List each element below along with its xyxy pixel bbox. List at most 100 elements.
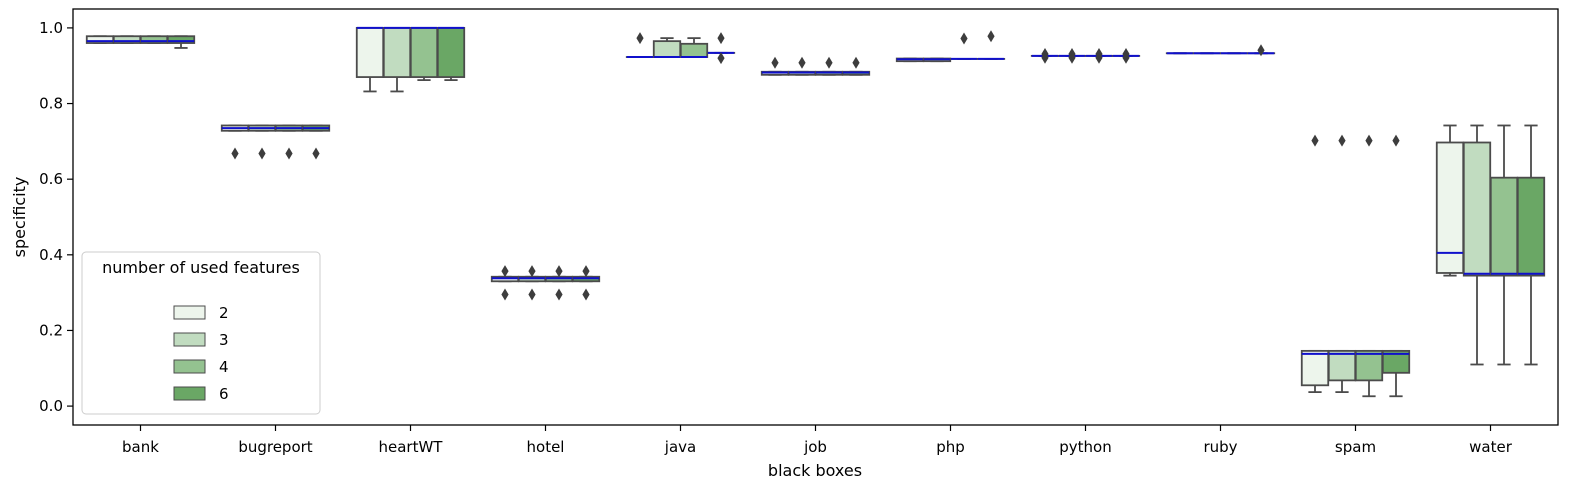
y-tick-label: 0.0 (39, 397, 63, 415)
box-python-3 (1057, 48, 1087, 64)
flier-point (555, 288, 563, 301)
flier-point (717, 32, 725, 45)
flier-point (501, 265, 509, 278)
flier-point (582, 288, 590, 301)
legend-label: 3 (219, 331, 229, 349)
x-tick-label: water (1469, 438, 1513, 456)
x-tick-label: php (936, 438, 965, 456)
flier-point (1095, 48, 1103, 61)
box-heartWT-3 (382, 26, 412, 93)
series-6 (166, 26, 1546, 398)
box-iqr (1354, 349, 1384, 382)
y-tick-label: 0.4 (39, 246, 63, 264)
legend-entries: 2 3 4 6 (173, 304, 229, 403)
box-php-4 (949, 32, 979, 60)
flier-point (987, 30, 995, 43)
flier-point (771, 56, 779, 69)
box-heartWT-6 (436, 26, 466, 81)
flier-point (312, 147, 320, 160)
box-iqr (1489, 176, 1519, 277)
series-3 (112, 26, 1492, 393)
box-iqr (166, 35, 196, 44)
box-iqr (652, 40, 682, 58)
box-bank-4 (139, 35, 169, 44)
y-tick-label: 0.6 (39, 170, 63, 188)
box-bugreport-2 (220, 124, 250, 160)
legend-swatch (173, 359, 206, 374)
x-tick-label: bugreport (238, 438, 312, 456)
box-water-4 (1489, 124, 1519, 366)
y-tick-label: 0.8 (39, 95, 63, 113)
x-axis: bank bugreport heartWT hotel java job php pytho… (122, 425, 1513, 456)
flier-point (1041, 48, 1049, 61)
y-tick-label: 1.0 (39, 19, 63, 37)
flier-point (636, 32, 644, 45)
box-spam-2 (1300, 134, 1330, 393)
box-iqr (355, 27, 385, 78)
box-iqr (1327, 349, 1357, 382)
box-job-6 (841, 56, 871, 76)
series-4 (139, 26, 1519, 398)
box-iqr (382, 27, 412, 78)
x-tick-label: python (1059, 438, 1111, 456)
box-job-2 (760, 56, 790, 76)
flier-point (501, 288, 509, 301)
box-iqr (679, 42, 709, 58)
legend-swatch (173, 305, 206, 320)
legend-label: 4 (219, 358, 229, 376)
box-water-2 (1435, 124, 1465, 277)
x-tick-label: job (803, 438, 827, 456)
box-php-3 (922, 57, 952, 63)
y-axis: 0.0 0.2 0.4 0.6 0.8 1.0 (39, 19, 73, 415)
box-hotel-2 (490, 265, 520, 301)
box-java-3 (652, 37, 682, 59)
flier-point (285, 147, 293, 160)
x-tick-label: ruby (1203, 438, 1237, 456)
box-bank-3 (112, 35, 142, 44)
box-java-6 (706, 32, 736, 65)
y-axis-label: specificity (10, 177, 29, 258)
box-java-4 (679, 37, 709, 59)
box-iqr (436, 27, 466, 78)
box-job-3 (787, 56, 817, 76)
x-tick-label: spam (1335, 438, 1376, 456)
box-bank-2 (85, 35, 115, 44)
box-water-6 (1516, 124, 1546, 366)
legend: number of used features 2 3 4 6 (81, 251, 321, 415)
box-heartWT-2 (355, 26, 385, 93)
box-python-2 (1030, 48, 1060, 64)
box-iqr (1300, 349, 1330, 387)
flier-point (852, 56, 860, 69)
flier-point (1068, 48, 1076, 61)
box-spam-4 (1354, 134, 1384, 398)
flier-point (258, 147, 266, 160)
legend-swatch (173, 332, 206, 347)
y-tick-label: 0.2 (39, 321, 63, 339)
legend-label: 6 (219, 385, 229, 403)
box-bugreport-3 (247, 124, 277, 160)
box-hotel-6 (571, 265, 601, 301)
box-bugreport-4 (274, 124, 304, 160)
legend-label: 2 (219, 304, 229, 322)
flier-point (798, 56, 806, 69)
box-iqr (1381, 349, 1411, 374)
box-python-4 (1084, 48, 1114, 64)
flier-point (555, 265, 563, 278)
box-python-6 (1111, 48, 1141, 64)
box-water-3 (1462, 124, 1492, 366)
box-iqr (409, 27, 439, 78)
box-php-2 (895, 57, 925, 63)
flier-point (1365, 134, 1373, 147)
box-php-6 (976, 30, 1006, 60)
box-bugreport-6 (301, 124, 331, 160)
flier-point (825, 56, 833, 69)
flier-point (960, 32, 968, 45)
flier-point (1257, 44, 1265, 57)
legend-swatch (173, 386, 206, 401)
box-iqr (1462, 141, 1492, 277)
flier-point (231, 147, 239, 160)
plot-area (85, 26, 1546, 398)
flier-point (717, 52, 725, 65)
x-tick-label: heartWT (379, 438, 444, 456)
